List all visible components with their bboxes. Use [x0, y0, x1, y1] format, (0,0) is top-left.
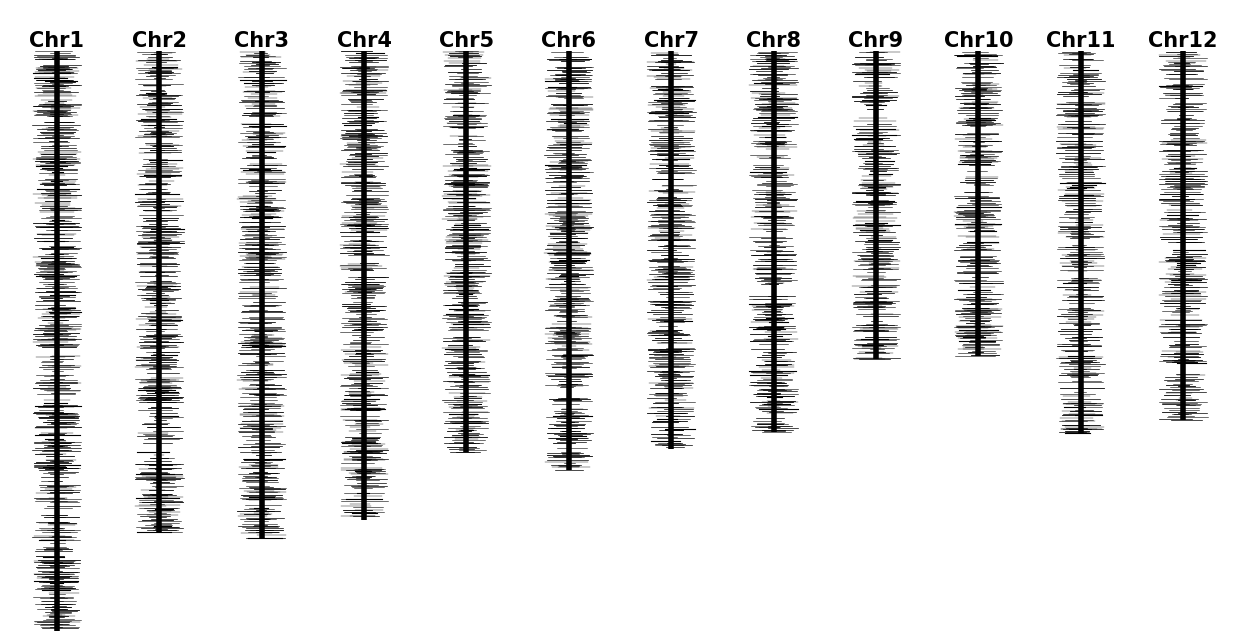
Title: Chr11: Chr11 — [1047, 31, 1116, 51]
Title: Chr6: Chr6 — [542, 31, 596, 51]
Title: Chr4: Chr4 — [336, 31, 392, 51]
Title: Chr7: Chr7 — [644, 31, 698, 51]
Title: Chr10: Chr10 — [944, 31, 1013, 51]
Title: Chr3: Chr3 — [234, 31, 289, 51]
Title: Chr9: Chr9 — [848, 31, 904, 51]
Title: Chr12: Chr12 — [1148, 31, 1218, 51]
Title: Chr1: Chr1 — [30, 31, 84, 51]
Title: Chr2: Chr2 — [131, 31, 187, 51]
Title: Chr8: Chr8 — [746, 31, 801, 51]
Title: Chr5: Chr5 — [439, 31, 494, 51]
